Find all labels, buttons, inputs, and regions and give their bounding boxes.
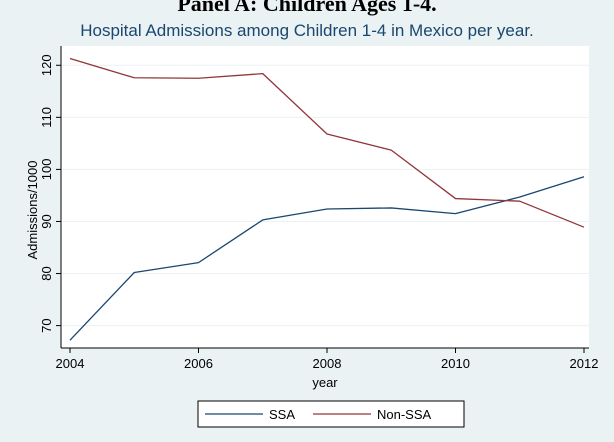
- x-tick-label: 2008: [313, 356, 342, 371]
- series-lines: [69, 57, 585, 341]
- y-tick-label: 70: [39, 318, 54, 332]
- x-tick-label: 2006: [184, 356, 213, 371]
- x-axis: 2004 2006 2008 2010 2012: [56, 347, 599, 371]
- y-tick-label: 90: [39, 214, 54, 228]
- x-tick-label: 2004: [56, 356, 85, 371]
- legend: SSA Non-SSA: [197, 400, 465, 428]
- legend-label-non-ssa: Non-SSA: [377, 407, 432, 422]
- legend-label-ssa: SSA: [269, 407, 295, 422]
- series-line-non-ssa: [69, 57, 585, 228]
- grid-lines: [61, 64, 589, 327]
- x-tick-label: 2012: [570, 356, 599, 371]
- chart-title: Hospital Admissions among Children 1-4 i…: [80, 21, 534, 40]
- y-axis: 70 80 90 100 110 120: [39, 46, 62, 348]
- panel-title: Panel A: Children Ages 1-4.: [177, 0, 437, 16]
- x-tick-label: 2010: [441, 356, 470, 371]
- series-line-ssa: [69, 176, 585, 341]
- y-tick-label: 110: [39, 107, 54, 128]
- plot-area: [61, 46, 589, 348]
- y-axis-label: Admissions/1000: [25, 161, 40, 260]
- y-tick-label: 100: [39, 159, 54, 181]
- x-axis-label: year: [312, 375, 338, 390]
- y-tick-label: 120: [39, 54, 54, 76]
- y-tick-label: 80: [39, 266, 54, 280]
